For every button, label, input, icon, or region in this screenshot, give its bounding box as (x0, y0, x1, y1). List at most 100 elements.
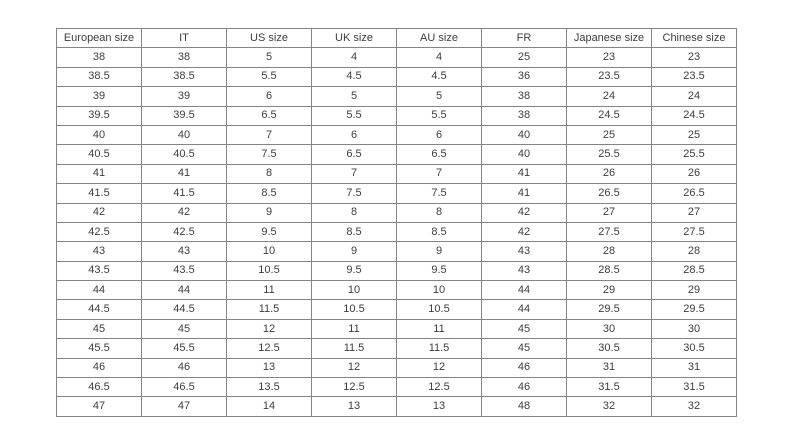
table-cell: 29.5 (566, 299, 652, 320)
table-cell: 11 (311, 318, 397, 340)
table-cell: 43 (56, 241, 142, 262)
table-cell: 40 (56, 124, 142, 146)
table-cell: 9 (311, 241, 397, 262)
table-cell: 29.5 (651, 299, 737, 320)
table-cell: 10 (396, 280, 482, 301)
column-header-us-size: US size (226, 27, 312, 49)
table-cell: 43 (481, 260, 567, 282)
column-header-au-size: AU size (396, 27, 482, 49)
table-cell: 30 (566, 318, 652, 340)
table-cell: 12 (311, 357, 397, 379)
table-cell: 13 (396, 396, 482, 417)
table-cell: 30.5 (651, 338, 737, 359)
column-header-fr: FR (481, 27, 567, 49)
table-cell: 4.5 (396, 66, 482, 88)
table-cell: 8 (311, 202, 397, 223)
table-cell: 41 (56, 163, 142, 185)
table-cell: 10.5 (396, 299, 482, 320)
table-cell: 28.5 (566, 260, 652, 282)
table-cell: 46.5 (141, 377, 227, 398)
table-cell: 9.5 (311, 260, 397, 282)
table-cell: 26 (566, 163, 652, 185)
table-cell: 9 (396, 241, 482, 262)
table-cell: 5.5 (396, 105, 482, 126)
table-cell: 42.5 (141, 221, 227, 243)
table-row: 44 44 11 10 10 44 29 29 (56, 280, 737, 301)
table-cell: 7 (396, 163, 482, 185)
table-row: 43.5 43.5 10.5 9.5 9.5 43 28.5 28.5 (56, 260, 737, 282)
table-cell: 41 (141, 163, 227, 185)
table-cell: 36 (481, 66, 567, 88)
table-cell: 30.5 (566, 338, 652, 359)
table-cell: 5 (396, 86, 482, 107)
table-cell: 25.5 (651, 144, 737, 165)
table-cell: 27.5 (566, 221, 652, 243)
table-cell: 10.5 (226, 260, 312, 282)
table-cell: 5.5 (311, 105, 397, 126)
table-cell: 10 (311, 280, 397, 301)
table-row: 44.5 44.5 11.5 10.5 10.5 44 29.5 29.5 (56, 299, 737, 320)
table-cell: 31 (651, 357, 737, 379)
table-cell: 6 (226, 86, 312, 107)
table-cell: 44 (56, 280, 142, 301)
table-cell: 46 (141, 357, 227, 379)
table-cell: 6 (396, 124, 482, 146)
table-cell: 25 (566, 124, 652, 146)
table-cell: 46 (481, 357, 567, 379)
table-cell: 29 (651, 280, 737, 301)
table-cell: 7.5 (396, 183, 482, 204)
table-cell: 26.5 (651, 183, 737, 204)
table-cell: 31.5 (651, 377, 737, 398)
table-cell: 11.5 (311, 338, 397, 359)
table-cell: 5 (226, 47, 312, 68)
table-row: 45.5 45.5 12.5 11.5 11.5 45 30.5 30.5 (56, 338, 737, 359)
table-cell: 25 (651, 124, 737, 146)
table-cell: 7 (311, 163, 397, 185)
table-header: European size IT US size UK size AU size FR Ja… (56, 27, 737, 49)
table-cell: 28 (566, 241, 652, 262)
table-cell: 47 (56, 396, 142, 417)
table-cell: 24 (566, 86, 652, 107)
table-cell: 40 (481, 144, 567, 165)
table-cell: 39 (141, 86, 227, 107)
table-cell: 28 (651, 241, 737, 262)
table-cell: 10.5 (311, 299, 397, 320)
table-cell: 24.5 (566, 105, 652, 126)
table-cell: 27 (651, 202, 737, 223)
header-row: European size IT US size UK size AU size FR Ja… (56, 27, 737, 49)
table-row: 41.5 41.5 8.5 7.5 7.5 41 26.5 26.5 (56, 183, 737, 204)
table-cell: 4 (311, 47, 397, 68)
table-cell: 44.5 (141, 299, 227, 320)
table-cell: 11.5 (226, 299, 312, 320)
table-cell: 39.5 (56, 105, 142, 126)
table-cell: 7 (226, 124, 312, 146)
table-cell: 13 (226, 357, 312, 379)
table-row: 40.5 40.5 7.5 6.5 6.5 40 25.5 25.5 (56, 144, 737, 165)
table-cell: 8.5 (311, 221, 397, 243)
table-cell: 45.5 (56, 338, 142, 359)
table-cell: 11 (396, 318, 482, 340)
table-cell: 8.5 (226, 183, 312, 204)
column-header-it: IT (141, 27, 227, 49)
table-cell: 12.5 (396, 377, 482, 398)
table-cell: 25.5 (566, 144, 652, 165)
table-cell: 44 (141, 280, 227, 301)
table-row: 40 40 7 6 6 40 25 25 (56, 124, 737, 146)
table-cell: 5 (311, 86, 397, 107)
table-cell: 42 (141, 202, 227, 223)
table-cell: 46 (56, 357, 142, 379)
table-cell: 6.5 (311, 144, 397, 165)
table-cell: 39 (56, 86, 142, 107)
table-cell: 44 (481, 280, 567, 301)
table-cell: 41.5 (141, 183, 227, 204)
table-cell: 26.5 (566, 183, 652, 204)
table-row: 41 41 8 7 7 41 26 26 (56, 163, 737, 185)
table-cell: 41.5 (56, 183, 142, 204)
table-row: 43 43 10 9 9 43 28 28 (56, 241, 737, 262)
table-cell: 32 (651, 396, 737, 417)
table-cell: 23 (651, 47, 737, 68)
table-cell: 40.5 (141, 144, 227, 165)
table-cell: 13.5 (226, 377, 312, 398)
table-cell: 5.5 (226, 66, 312, 88)
